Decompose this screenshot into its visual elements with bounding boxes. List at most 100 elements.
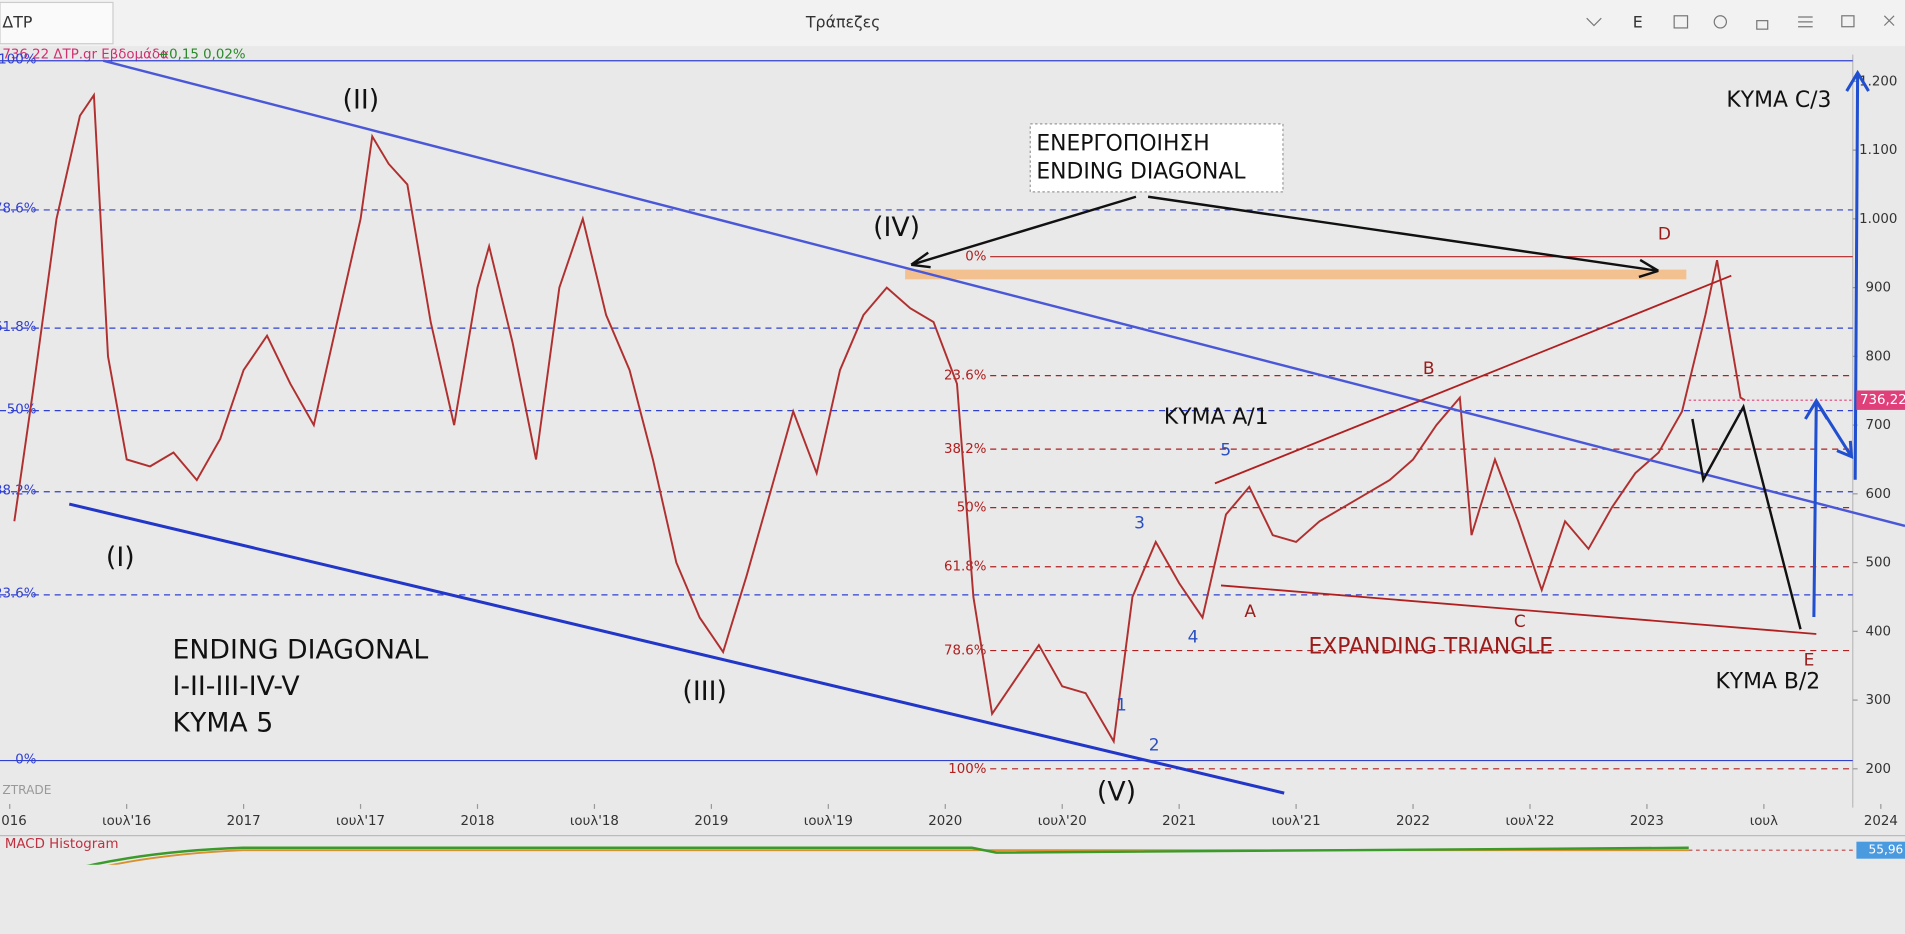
note: ENDING DIAGONAL — [173, 635, 429, 666]
wave-label: (II) — [343, 84, 380, 115]
arrow-down — [1815, 399, 1854, 460]
title-bar — [0, 0, 1905, 47]
x-tick-label: 2020 — [928, 814, 962, 829]
x-tick-label: 2023 — [1630, 814, 1664, 829]
fib-label: 78.6% — [0, 202, 36, 217]
fib-label: 100% — [948, 762, 986, 777]
price-line — [13, 92, 1746, 745]
wave-label: (I) — [106, 542, 135, 573]
x-tick-label: 2021 — [1162, 814, 1196, 829]
x-tick-label: ιουλ'22 — [1505, 814, 1554, 829]
lower-trendline — [68, 502, 1285, 795]
note: ΚΥΜΑ Α/1 — [1164, 405, 1269, 430]
x-tick-label: ιουλ'18 — [570, 814, 619, 829]
blue-arrows — [1804, 69, 1870, 618]
fib-label: 23.6% — [0, 587, 36, 602]
x-tick-label: 2018 — [460, 814, 494, 829]
note: ΚΥΜΑ Β/2 — [1715, 670, 1820, 695]
price-tag-label: 736,22 — [1860, 393, 1905, 408]
tab[interactable] — [0, 1, 114, 45]
y-tick-label: 900 — [1866, 281, 1892, 296]
x-tick-label: ιουλ'17 — [336, 814, 385, 829]
point-label: E — [1804, 651, 1815, 671]
menu-button[interactable]: E — [1633, 13, 1643, 32]
annotation-box — [1029, 123, 1284, 193]
projection-path — [1691, 403, 1802, 630]
resistance-band — [905, 269, 1687, 280]
x-tick-label: ιουλ'19 — [804, 814, 853, 829]
count-label: 1 — [1116, 696, 1127, 716]
triangle-lower — [1220, 584, 1817, 635]
note: EXPANDING TRIANGLE — [1308, 634, 1553, 659]
count-label: 3 — [1134, 513, 1145, 533]
note: ΚΥΜΑ 5 — [173, 707, 274, 738]
y-tick-label: 1.100 — [1859, 143, 1897, 158]
fib-label: 38.2% — [944, 442, 986, 457]
count-label: 5 — [1220, 441, 1231, 461]
triangle-upper — [1214, 274, 1732, 485]
window-icons — [1586, 15, 1895, 30]
watermark: ZTRADE — [2, 783, 51, 797]
point-label: C — [1514, 612, 1526, 632]
point-label: D — [1658, 224, 1671, 244]
fib-label: 100% — [0, 53, 36, 68]
link-icon[interactable] — [1713, 15, 1728, 29]
window-title: Τράπεζες — [805, 13, 880, 32]
fib-label: 0% — [965, 250, 986, 265]
note: ΚΥΜΑ C/3 — [1726, 88, 1831, 113]
fib-label: 61.8% — [0, 320, 36, 335]
change-info: +0,15 0,02% — [158, 48, 246, 63]
x-tick-label: ιουλ'20 — [1038, 814, 1087, 829]
fib-label: 0% — [15, 752, 36, 767]
y-tick-label: 800 — [1866, 349, 1892, 364]
x-tick-label: ιουλ'16 — [102, 814, 151, 829]
x-tick-label: ιουλ'21 — [1272, 814, 1321, 829]
point-label: A — [1244, 602, 1256, 622]
fib-label: 50% — [957, 501, 987, 516]
y-tick-label: 300 — [1866, 693, 1892, 708]
x-tick-label: 2017 — [227, 814, 261, 829]
point-label: B — [1423, 359, 1435, 379]
arrows — [910, 195, 1802, 630]
close-icon[interactable] — [1883, 15, 1895, 26]
footer — [0, 864, 1905, 934]
dropdown-icon[interactable] — [1586, 17, 1602, 27]
note: I-II-III-IV-V — [173, 671, 301, 702]
box-text: ENDING DIAGONAL — [1036, 159, 1246, 184]
wave-label: (V) — [1097, 777, 1136, 808]
symbol-info: 736,22 ΔΤΡ.gr Εβδομάδα — [2, 47, 169, 63]
menu-icon[interactable] — [1798, 16, 1813, 28]
x-tick-label: 2022 — [1396, 814, 1430, 829]
count-label: 2 — [1149, 736, 1160, 756]
indicator-tag — [1856, 841, 1905, 859]
box-text: ΕΝΕΡΓΟΠΟΙΗΣΗ — [1036, 132, 1209, 157]
price-tag — [1856, 390, 1905, 410]
y-tick-label: 500 — [1866, 556, 1892, 571]
tab-label: ΔΤΡ — [2, 13, 32, 32]
x-tick-label: 2019 — [694, 814, 728, 829]
fib-label: 23.6% — [944, 369, 986, 384]
upper-trendline — [102, 59, 1905, 528]
restore-icon[interactable] — [1841, 15, 1855, 28]
indicator-name: MACD Histogram — [5, 837, 119, 852]
y-tick-label: 700 — [1866, 418, 1892, 433]
fib-label: 61.8% — [944, 560, 986, 575]
layout-icon[interactable] — [1673, 15, 1689, 29]
wave-label: (III) — [682, 676, 727, 707]
indicator-value: 55,96 — [1869, 843, 1904, 857]
lock-icon[interactable] — [1756, 20, 1769, 30]
x-tick-label: 2024 — [1864, 814, 1898, 829]
y-tick-label: 600 — [1866, 487, 1892, 502]
y-tick-label: 1.000 — [1859, 212, 1897, 227]
y-tick-label: 400 — [1866, 624, 1892, 639]
arrow-left — [910, 195, 1137, 269]
arrow-up-c — [1845, 69, 1870, 480]
x-tick-label: 2016 — [0, 814, 27, 829]
count-label: 4 — [1188, 628, 1199, 648]
fib-label: 78.6% — [944, 644, 986, 659]
arrow-right — [1147, 195, 1659, 279]
wave-label: (IV) — [873, 212, 920, 243]
y-tick-label: 200 — [1866, 762, 1892, 777]
